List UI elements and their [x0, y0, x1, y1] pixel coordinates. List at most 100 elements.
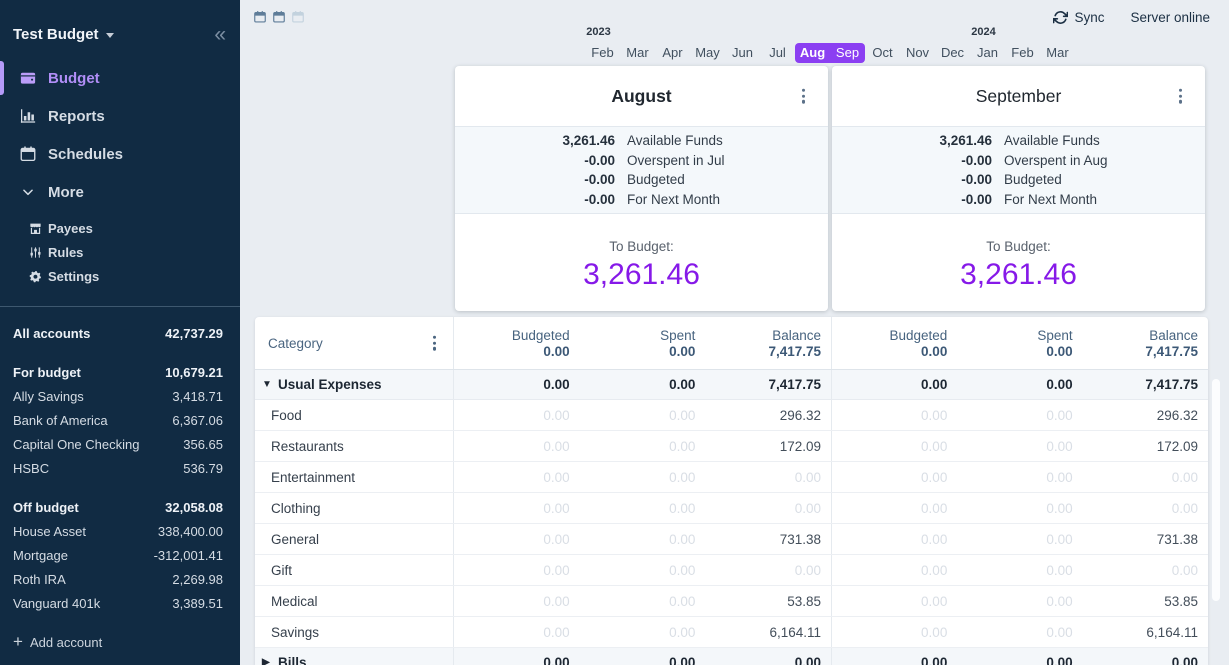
spent-cell[interactable]: 0.00 [669, 469, 696, 485]
month-button-jul-2023[interactable]: Jul [769, 45, 786, 60]
budgeted-cell[interactable]: 0.00 [921, 500, 948, 516]
budgeted-cell[interactable]: 0.00 [921, 438, 948, 454]
account-row-mortgage[interactable]: Mortgage -312,001.41 [0, 543, 240, 567]
budget-name-menu[interactable]: Test Budget [13, 26, 114, 43]
balance-cell[interactable]: 6,164.11 [1146, 624, 1198, 640]
spent-cell[interactable]: 0.00 [669, 407, 696, 423]
spent-cell[interactable]: 0.00 [1046, 531, 1073, 547]
spent-cell[interactable]: 0.00 [1046, 624, 1073, 640]
to-budget-amount[interactable]: 3,261.46 [583, 258, 700, 291]
for-next-month-value[interactable]: -0.00 [961, 191, 992, 207]
category-name[interactable]: Entertainment [255, 462, 454, 492]
budgeted-cell[interactable]: 0.00 [543, 407, 570, 423]
account-row-house-asset[interactable]: House Asset 338,400.00 [0, 519, 240, 543]
to-budget-amount[interactable]: 3,261.46 [960, 258, 1077, 291]
spent-cell[interactable]: 0.00 [1046, 593, 1073, 609]
account-row-capital-one-checking[interactable]: Capital One Checking 356.65 [0, 432, 240, 456]
month-button-jun-2023[interactable]: Jun [732, 45, 753, 60]
spent-cell[interactable]: 0.00 [669, 377, 696, 392]
budgeted-cell[interactable]: 0.00 [543, 377, 570, 392]
group-row-bills[interactable]: ▶ Bills 0.00 0.00 0.00 0.00 0.00 0.00 [255, 648, 1208, 665]
category-name[interactable]: Savings [255, 617, 454, 647]
balance-cell[interactable]: 0.00 [794, 655, 822, 665]
month-button-mar-2024[interactable]: Mar [1046, 45, 1069, 60]
budgeted-cell[interactable]: 0.00 [543, 624, 570, 640]
spent-cell[interactable]: 0.00 [1046, 500, 1073, 516]
balance-cell[interactable]: 0.00 [794, 562, 822, 578]
all-accounts-row[interactable]: All accounts 42,737.29 [0, 321, 240, 345]
two-month-view-button[interactable] [272, 10, 286, 24]
month-menu-button[interactable] [1176, 86, 1185, 107]
overspent-value[interactable]: -0.00 [961, 152, 992, 168]
sidebar-item-budget[interactable]: Budget [0, 59, 240, 97]
one-month-view-button[interactable] [253, 10, 267, 24]
budgeted-cell[interactable]: 0.00 [543, 562, 570, 578]
month-button-apr-2023[interactable]: Apr [662, 45, 683, 60]
balance-header[interactable]: Balance 7,417.75 [705, 317, 831, 369]
spent-cell[interactable]: 0.00 [669, 531, 696, 547]
balance-cell[interactable]: 0.00 [794, 500, 822, 516]
category-name[interactable]: Medical [255, 586, 454, 616]
balance-cell[interactable]: 296.32 [1156, 407, 1198, 423]
spent-cell[interactable]: 0.00 [669, 624, 696, 640]
spent-cell[interactable]: 0.00 [1046, 562, 1073, 578]
category-row-clothing[interactable]: Clothing 0.00 0.00 0.00 0.00 0.00 0.00 [255, 493, 1208, 524]
budgeted-header[interactable]: Budgeted 0.00 [454, 317, 580, 369]
available-funds-value[interactable]: 3,261.46 [939, 133, 992, 149]
month-button-sep-2023-selected[interactable]: Sep [830, 43, 865, 63]
three-month-view-button[interactable] [291, 10, 305, 24]
spent-cell[interactable]: 0.00 [669, 593, 696, 609]
spent-cell[interactable]: 0.00 [669, 562, 696, 578]
sidebar-item-reports[interactable]: Reports [0, 97, 240, 135]
month-button-nov-2023[interactable]: Nov [905, 45, 930, 60]
balance-cell[interactable]: 7,417.75 [768, 377, 822, 392]
balance-cell[interactable]: 731.38 [1156, 531, 1198, 547]
budgeted-cell[interactable]: 0.00 [543, 531, 570, 547]
month-menu-button[interactable] [799, 86, 808, 107]
budgeted-value[interactable]: -0.00 [961, 172, 992, 188]
category-name[interactable]: Clothing [255, 493, 454, 523]
balance-cell[interactable]: 53.85 [787, 593, 822, 609]
budgeted-cell[interactable]: 0.00 [921, 562, 948, 578]
balance-cell[interactable]: 172.09 [779, 438, 822, 454]
overspent-value[interactable]: -0.00 [584, 152, 615, 168]
month-button-mar-2023[interactable]: Mar [626, 45, 649, 60]
spent-cell[interactable]: 0.00 [1046, 377, 1073, 392]
balance-cell[interactable]: 731.38 [779, 531, 822, 547]
category-name[interactable]: General [255, 524, 454, 554]
add-account-button[interactable]: + Add account [0, 630, 240, 654]
vertical-scrollbar[interactable] [1212, 379, 1220, 601]
budgeted-cell[interactable]: 0.00 [921, 407, 948, 423]
category-row-general[interactable]: General 0.00 0.00 731.38 0.00 0.00 731.3… [255, 524, 1208, 555]
category-row-medical[interactable]: Medical 0.00 0.00 53.85 0.00 0.00 53.85 [255, 586, 1208, 617]
sync-button[interactable]: Sync [1053, 10, 1104, 25]
balance-cell[interactable]: 6,164.11 [769, 624, 822, 640]
account-row-hsbc[interactable]: HSBC 536.79 [0, 456, 240, 480]
budgeted-cell[interactable]: 0.00 [921, 655, 948, 665]
spent-cell[interactable]: 0.00 [669, 500, 696, 516]
balance-cell[interactable]: 53.85 [1164, 593, 1198, 609]
category-name[interactable]: Gift [255, 555, 454, 585]
off-budget-row[interactable]: Off budget 32,058.08 [0, 495, 240, 519]
category-menu-button[interactable] [430, 333, 439, 354]
spent-cell[interactable]: 0.00 [1046, 469, 1073, 485]
month-button-dec-2023[interactable]: Dec [940, 45, 965, 60]
spent-cell[interactable]: 0.00 [669, 655, 696, 665]
for-next-month-value[interactable]: -0.00 [584, 191, 615, 207]
spent-header[interactable]: Spent 0.00 [957, 317, 1082, 369]
budgeted-cell[interactable]: 0.00 [921, 531, 948, 547]
budgeted-cell[interactable]: 0.00 [543, 593, 570, 609]
account-row-bank-of-america[interactable]: Bank of America 6,367.06 [0, 408, 240, 432]
sidebar-item-more[interactable]: More [0, 173, 240, 211]
sidebar-item-rules[interactable]: Rules [0, 240, 240, 264]
budgeted-cell[interactable]: 0.00 [921, 469, 948, 485]
balance-cell[interactable]: 0.00 [1171, 469, 1198, 485]
budgeted-cell[interactable]: 0.00 [921, 624, 948, 640]
budgeted-value[interactable]: -0.00 [584, 172, 615, 188]
budgeted-cell[interactable]: 0.00 [543, 655, 570, 665]
category-row-savings[interactable]: Savings 0.00 0.00 6,164.11 0.00 0.00 6,1… [255, 617, 1208, 648]
category-name[interactable]: Restaurants [255, 431, 454, 461]
sidebar-item-payees[interactable]: Payees [0, 216, 240, 240]
account-row-vanguard-401k[interactable]: Vanguard 401k 3,389.51 [0, 591, 240, 615]
expand-group-icon[interactable]: ▶ [262, 657, 270, 665]
